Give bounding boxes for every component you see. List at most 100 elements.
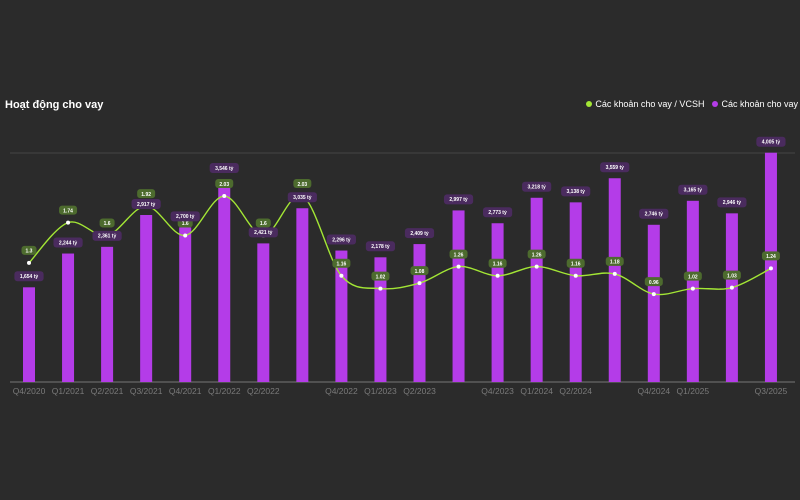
bar-label-bg-4 xyxy=(170,211,200,222)
bar-label-bg-8 xyxy=(326,234,356,245)
ratio-label-2: 1.6 xyxy=(104,221,111,227)
ratio-line xyxy=(28,194,772,296)
bar-13 xyxy=(530,197,543,382)
ratio-point-8 xyxy=(339,273,344,278)
legend-dot-ratio xyxy=(586,101,593,107)
x-tick-label-4: Q4/2021 xyxy=(169,386,202,396)
ratio-point-15 xyxy=(612,271,617,276)
x-tick-label-12: Q4/2023 xyxy=(481,386,514,396)
bar-label-bg-5 xyxy=(209,162,239,173)
ratio-point-19 xyxy=(768,266,773,271)
ratio-point-0 xyxy=(27,260,31,265)
ratio-label-bg-7 xyxy=(293,179,312,189)
x-tick-label-0: Q4/2020 xyxy=(13,386,46,396)
ratio-label-bg-8 xyxy=(332,258,351,268)
bar-label-16: 2,746 tỷ xyxy=(645,212,664,218)
ratio-label-bg-3 xyxy=(137,189,156,199)
chart-title: Hoạt động cho vay xyxy=(5,99,104,111)
bar-label-bg-19 xyxy=(756,136,786,147)
bar-5 xyxy=(218,178,231,382)
bar-label-bg-3 xyxy=(131,199,161,210)
bar-0 xyxy=(23,287,35,382)
bar-label-bg-14 xyxy=(561,186,591,197)
bar-label-5: 3,546 tỷ xyxy=(215,166,234,172)
bar-label-bg-10 xyxy=(404,228,435,239)
bar-label-bg-0 xyxy=(14,271,44,282)
legend-dot-loans xyxy=(712,101,719,107)
legend-label-loans: Các khoản cho vay xyxy=(721,99,798,109)
ratio-label-bg-0 xyxy=(21,245,37,255)
legend-label-ratio: Các khoản cho vay / VCSH xyxy=(595,99,705,109)
ratio-label-18: 1.03 xyxy=(727,273,737,279)
bar-15 xyxy=(608,178,621,382)
legend: Các khoản cho vay / VCSH Các khoản cho v… xyxy=(586,99,798,109)
bar-10 xyxy=(413,244,426,382)
x-tick-label-8: Q4/2022 xyxy=(325,386,358,396)
bar-14 xyxy=(569,202,582,382)
bar-16 xyxy=(647,224,660,382)
bar-label-1: 2,244 tỷ xyxy=(59,240,78,246)
x-tick-label-5: Q1/2022 xyxy=(208,386,241,396)
x-tick-label-19: Q3/2025 xyxy=(755,386,788,396)
ratio-point-1 xyxy=(66,220,71,225)
ratio-label-bg-11 xyxy=(449,249,468,259)
bar-2 xyxy=(101,246,114,382)
bar-label-bg-1 xyxy=(53,237,83,248)
legend-item-loans[interactable]: Các khoản cho vay xyxy=(712,99,798,109)
ratio-label-16: 0.96 xyxy=(649,280,659,286)
ratio-label-17: 1.02 xyxy=(688,274,698,280)
legend-item-ratio[interactable]: Các khoản cho vay / VCSH xyxy=(586,99,704,109)
bar-label-4: 2,700 tỷ xyxy=(176,214,195,220)
ratio-point-10 xyxy=(417,281,422,286)
ratio-point-14 xyxy=(573,273,578,278)
ratio-point-13 xyxy=(534,264,539,269)
bar-18 xyxy=(725,213,738,382)
ratio-label-5: 2.03 xyxy=(219,182,229,188)
bar-label-17: 3,165 tỷ xyxy=(684,188,703,194)
bar-label-7: 3,035 tỷ xyxy=(293,195,312,201)
ratio-label-bg-9 xyxy=(371,271,390,281)
x-tick-label-9: Q1/2023 xyxy=(364,386,397,396)
ratio-label-6: 1.6 xyxy=(260,221,267,227)
bar-label-9: 2,178 tỷ xyxy=(371,244,390,250)
bar-8 xyxy=(335,250,348,382)
ratio-label-bg-12 xyxy=(488,258,507,268)
bar-label-8: 2,296 tỷ xyxy=(332,237,351,243)
ratio-label-bg-2 xyxy=(99,218,115,228)
ratio-label-3: 1.92 xyxy=(141,192,151,198)
ratio-label-12: 1.16 xyxy=(493,262,503,268)
bar-label-18: 2,946 tỷ xyxy=(723,200,742,206)
bar-3 xyxy=(140,215,153,382)
ratio-label-bg-10 xyxy=(410,266,429,276)
bar-label-bg-16 xyxy=(639,208,669,219)
x-tick-label-6: Q2/2022 xyxy=(247,386,280,396)
ratio-label-10: 1.08 xyxy=(415,269,425,275)
bar-label-bg-7 xyxy=(287,192,317,203)
bar-label-14: 3,138 tỷ xyxy=(567,189,586,195)
x-tick-label-13: Q1/2024 xyxy=(520,386,553,396)
ratio-label-0: 1.3 xyxy=(26,249,33,255)
ratio-point-18 xyxy=(729,285,734,290)
x-tick-label-17: Q1/2025 xyxy=(677,386,710,396)
ratio-point-17 xyxy=(690,286,695,291)
bar-label-bg-13 xyxy=(522,181,552,192)
ratio-label-9: 1.02 xyxy=(376,274,386,280)
bar-label-bg-18 xyxy=(717,197,747,208)
bar-4 xyxy=(179,227,192,382)
x-tick-label-2: Q2/2021 xyxy=(91,386,124,396)
ratio-label-11: 1.26 xyxy=(454,252,464,258)
bar-label-11: 2,997 tỷ xyxy=(449,197,468,203)
ratio-label-bg-18 xyxy=(722,270,741,280)
bar-label-bg-11 xyxy=(443,194,474,205)
bar-label-bg-17 xyxy=(678,184,708,195)
ratio-point-5 xyxy=(222,194,227,199)
ratio-label-bg-6 xyxy=(255,218,271,228)
x-tick-label-1: Q1/2021 xyxy=(52,386,85,396)
bar-label-bg-15 xyxy=(600,162,630,173)
bar-11 xyxy=(452,210,465,382)
bar-12 xyxy=(491,223,504,382)
bar-1 xyxy=(62,253,75,382)
bar-label-13: 3,218 tỷ xyxy=(527,185,546,191)
ratio-label-14: 1.16 xyxy=(571,262,581,268)
ratio-point-9 xyxy=(378,286,383,291)
